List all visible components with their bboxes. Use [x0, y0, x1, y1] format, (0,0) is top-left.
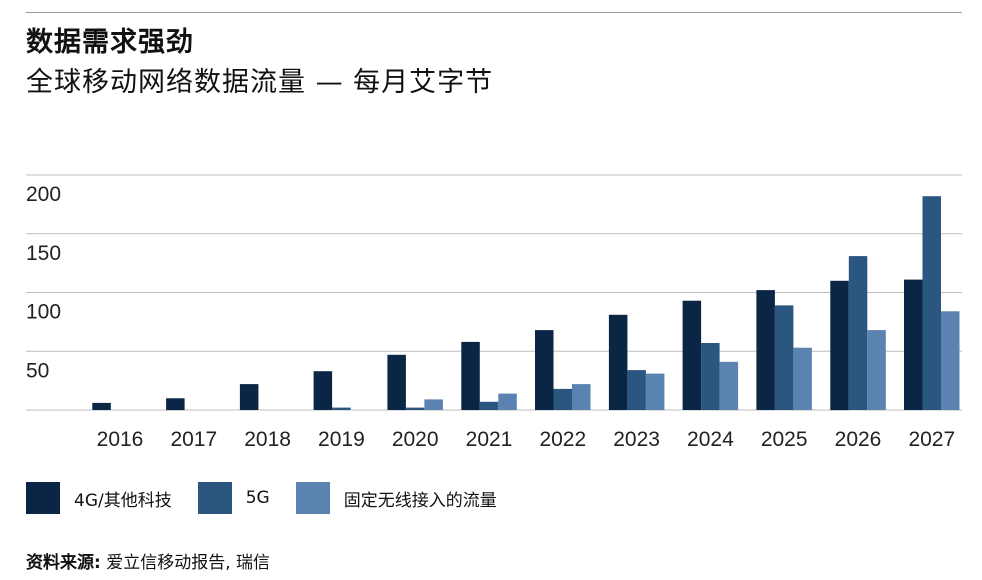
legend-swatch-fwa [295, 482, 330, 514]
bar-2022-s1 [553, 388, 572, 410]
bar-2022-s0 [535, 330, 554, 410]
legend-label-5g: 5G [245, 488, 270, 508]
legend-label-4g: 4G/其他科技 [74, 490, 172, 511]
source-label: 资料来源: [26, 553, 101, 573]
bar-2019-s0 [313, 371, 333, 410]
bar-2023-s2 [645, 373, 665, 410]
bar-2016-s0 [92, 402, 111, 410]
bar-2020-s2 [424, 399, 443, 410]
x-tick-label: 2020 [392, 428, 439, 451]
bar-2024-s1 [701, 343, 720, 410]
legend-swatch-5g [197, 482, 232, 514]
legend: 4G/其他科技 5G 固定无线接入的流量 [26, 482, 523, 514]
bar-2017-s0 [166, 398, 185, 411]
x-tick-label: 2018 [244, 428, 291, 451]
bar-2021-s2 [498, 393, 517, 410]
y-tick-label: 150 [26, 242, 61, 265]
chart-title: 数据需求强劲 [26, 27, 194, 58]
x-tick-label: 2016 [97, 428, 144, 451]
x-tick-label: 2021 [466, 428, 513, 451]
bar-2026-s2 [867, 330, 886, 410]
legend-item-5g: 5G [197, 482, 270, 514]
bar-2020-s1 [405, 407, 425, 410]
x-tick-label: 2024 [687, 428, 734, 451]
bar-2025-s1 [774, 305, 794, 410]
bar-2024-s0 [682, 300, 702, 410]
bar-2021-s1 [479, 401, 499, 410]
chart-subtitle: 全球移动网络数据流量 — 每月艾字节 [26, 67, 494, 98]
top-rule [26, 12, 962, 13]
bar-2025-s2 [793, 347, 812, 410]
bar-2023-s0 [608, 314, 628, 410]
bar-2019-s1 [332, 407, 351, 410]
bar-2024-s2 [719, 361, 739, 410]
y-tick-label: 200 [26, 183, 61, 206]
bar-2022-s2 [572, 384, 591, 410]
bar-2025-s0 [756, 290, 775, 410]
bar-chart: 50 100 150 200 2016 2017 2018 2019 2020 2021 2022 2… [26, 174, 962, 451]
source-note: 资料来源: 爱立信移动报告, 瑞信 [26, 548, 270, 573]
legend-label-fwa: 固定无线接入的流量 [343, 490, 497, 511]
x-tick-label: 2026 [835, 428, 882, 451]
x-tick-label: 2025 [761, 428, 808, 451]
bar-2027-s2 [941, 311, 960, 410]
y-tick-label: 100 [26, 301, 61, 324]
legend-swatch-4g [26, 482, 60, 514]
legend-item-fwa: 固定无线接入的流量 [295, 482, 497, 514]
y-tick-label: 50 [26, 359, 49, 382]
bar-2021-s0 [461, 341, 480, 410]
x-tick-label: 2023 [613, 428, 660, 451]
x-tick-label: 2027 [908, 428, 955, 451]
bar-2026-s0 [830, 280, 849, 411]
bar-2023-s1 [627, 370, 646, 410]
x-tick-label: 2017 [170, 428, 217, 451]
bar-2018-s0 [239, 384, 259, 410]
bar-2026-s1 [848, 256, 868, 410]
bar-2020-s0 [387, 354, 406, 410]
x-tick-label: 2019 [318, 428, 365, 451]
bar-2027-s0 [904, 279, 923, 410]
legend-item-4g: 4G/其他科技 [26, 482, 172, 514]
bar-2027-s1 [922, 196, 941, 410]
x-tick-label: 2022 [539, 428, 586, 451]
source-text: 爱立信移动报告, 瑞信 [100, 553, 271, 573]
